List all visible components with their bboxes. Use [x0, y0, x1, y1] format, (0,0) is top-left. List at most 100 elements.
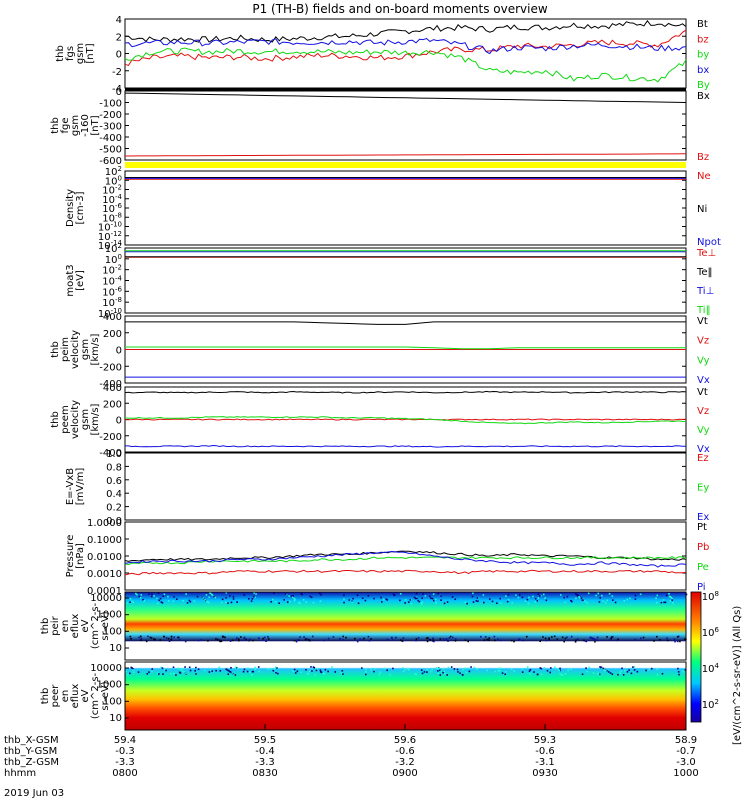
heatmap-speckle — [513, 640, 515, 643]
heatmap-speckle — [395, 636, 397, 639]
heatmap-speckle — [172, 666, 175, 669]
heatmap-speckle — [570, 668, 572, 671]
heatmap-speckle — [386, 669, 389, 672]
heatmap-speckle — [310, 666, 312, 668]
heatmap-speckle — [577, 638, 579, 640]
heatmap-speckle — [218, 639, 221, 642]
ylabel-peer-1: peer — [50, 684, 61, 708]
heatmap-speckle — [339, 637, 341, 640]
legend-moat3-Ti‖: Ti‖ — [696, 305, 711, 316]
heatmap-speckle — [607, 671, 610, 673]
heatmap-speckle — [374, 668, 376, 670]
heatmap-speckle — [313, 666, 316, 669]
ytick-peer: 10000 — [90, 663, 122, 674]
heatmap-speckle — [165, 669, 167, 672]
heatmap-speckle — [370, 669, 372, 671]
heatmap-speckle — [421, 672, 424, 675]
heatmap-speckle — [421, 597, 423, 600]
heatmap-speckle — [584, 640, 587, 642]
heatmap-speckle — [373, 597, 375, 600]
heatmap-speckle — [429, 670, 432, 673]
heatmap-speckle — [331, 666, 333, 668]
xaxis-value: -3.2 — [395, 757, 415, 768]
heatmap-speckle — [500, 602, 502, 604]
heatmap-speckle — [306, 638, 308, 641]
heatmap-speckle — [526, 598, 529, 601]
ytick-efield: 0.8 — [106, 462, 122, 473]
heatmap-speckle — [515, 594, 517, 596]
heatmap-speckle — [164, 668, 166, 671]
legend-moat3-Te‖: Te‖ — [696, 267, 713, 278]
heatmap-speckle — [383, 667, 386, 670]
heatmap-speckle — [133, 671, 135, 674]
heatmap-speckle — [402, 637, 405, 639]
heatmap-speckle — [274, 666, 277, 669]
legend-density-Npot: Npot — [697, 237, 721, 248]
heatmap-speckle — [578, 597, 581, 599]
heatmap-speckle — [225, 592, 228, 594]
heatmap-speckle — [274, 601, 277, 603]
series-fgs-by — [124, 47, 687, 83]
heatmap-speckle — [537, 593, 540, 596]
ytick-peem: -400 — [99, 448, 122, 459]
heatmap-speckle — [300, 592, 303, 595]
heatmap-speckle — [669, 600, 672, 602]
heatmap-speckle — [581, 673, 584, 676]
heatmap-speckle — [272, 669, 275, 672]
ylabel-efield-1: [mV/m] — [75, 468, 86, 506]
heatmap-speckle — [334, 671, 337, 673]
heatmap-speckle — [364, 673, 367, 676]
heatmap-speckle — [348, 599, 351, 601]
ylabel-fge-3: -160 — [80, 114, 91, 137]
legend-peim-Vt: Vt — [697, 316, 708, 327]
heatmap-speckle — [601, 594, 603, 597]
heatmap-speckle — [324, 668, 327, 671]
series-fgs-bx — [124, 37, 687, 55]
ylabel-peim-1: peim — [60, 337, 71, 362]
heatmap-speckle — [163, 593, 166, 596]
heatmap-speckle — [559, 594, 562, 596]
heatmap-speckle — [468, 670, 471, 673]
heatmap-speckle — [592, 672, 595, 674]
ylabel-peir-6: sr-eV) — [100, 611, 111, 640]
heatmap-speckle — [380, 596, 382, 599]
heatmap-speckle — [142, 598, 144, 601]
heatmap-speckle — [319, 600, 322, 602]
ytick-fgs: 2 — [116, 32, 122, 43]
heatmap-speckle — [454, 669, 457, 672]
legend-pressure-Pe: Pe — [697, 562, 709, 573]
heatmap-speckle — [308, 639, 311, 642]
heatmap-speckle — [151, 670, 153, 673]
heatmap-speckle — [684, 638, 686, 640]
series-pressure-Pt — [124, 550, 687, 562]
heatmap-speckle — [311, 635, 314, 638]
heatmap-speckle — [400, 639, 402, 642]
heatmap-speckle — [599, 597, 602, 599]
heatmap-speckle — [532, 595, 534, 598]
heatmap-speckle — [446, 601, 449, 603]
heatmap-speckle — [273, 668, 275, 670]
heatmap-speckle — [539, 640, 542, 643]
heatmap-speckle — [243, 636, 246, 639]
series-peim-Vy — [125, 346, 686, 350]
heatmap-speckle — [342, 635, 345, 638]
heatmap-speckle — [666, 637, 668, 640]
heatmap-speckle — [493, 639, 496, 642]
heatmap-speckle — [181, 668, 184, 670]
heatmap-speckle — [668, 595, 671, 598]
ytick-peer: 10 — [109, 713, 122, 724]
heatmap-speckle — [586, 601, 588, 604]
ylabel-peer-3: eflux — [70, 684, 81, 709]
heatmap-speckle — [273, 592, 275, 595]
ytick-moat3: 10-6 — [102, 285, 122, 298]
heatmap-speckle — [418, 600, 421, 603]
heatmap-speckle — [472, 592, 474, 595]
heatmap-speckle — [392, 593, 395, 596]
legend-pressure-Pb: Pb — [697, 542, 709, 553]
heatmap-speckle — [423, 671, 426, 673]
heatmap-speckle — [322, 672, 324, 675]
heatmap-speckle — [677, 667, 679, 670]
heatmap-speckle — [518, 594, 521, 596]
heatmap-speckle — [153, 595, 155, 597]
heatmap-speckle — [165, 636, 168, 639]
